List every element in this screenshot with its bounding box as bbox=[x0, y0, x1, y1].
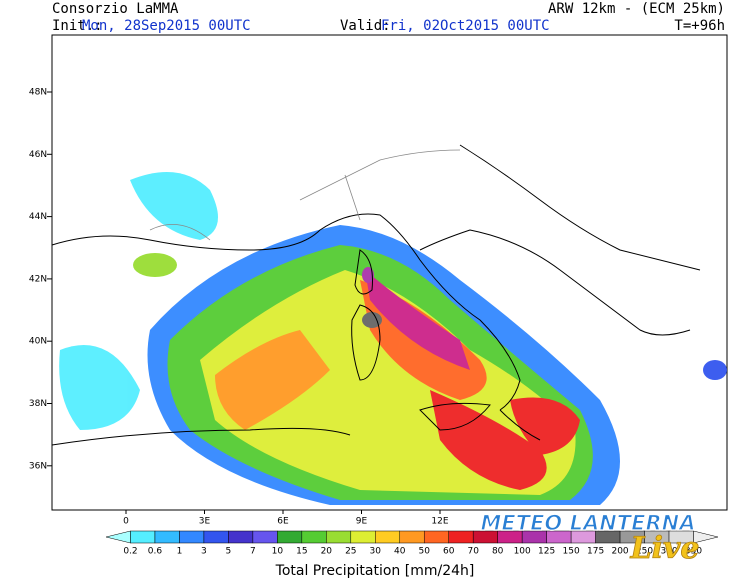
colorbar-swatch bbox=[228, 530, 254, 544]
colorbar-swatch bbox=[399, 530, 425, 544]
valid-value: Fri, 02Oct2015 00UTC bbox=[381, 18, 550, 34]
precipitation-field bbox=[59, 172, 727, 505]
lat-label: 38N bbox=[29, 399, 47, 409]
colorbar-swatch bbox=[203, 530, 229, 544]
colorbar-label: 0.2 bbox=[123, 547, 137, 557]
longitude-labels: 0 3E 6E 9E 12E bbox=[123, 510, 449, 527]
coastlines bbox=[51, 35, 701, 510]
map bbox=[51, 34, 728, 511]
colorbar: 0.2 0.6 1 3 5 7 10 15 20 25 30 40 50 60 70 80 100 125 150 1… bbox=[105, 530, 719, 557]
colorbar-swatch bbox=[105, 530, 131, 544]
colorbar-swatch bbox=[375, 530, 401, 544]
colorbar-label: 125 bbox=[538, 547, 555, 557]
colorbar-label: 10 bbox=[272, 547, 284, 557]
colorbar-label: 70 bbox=[467, 547, 479, 557]
lon-label: 3E bbox=[199, 517, 211, 527]
source: Consorzio LaMMA bbox=[52, 1, 179, 17]
borders bbox=[149, 149, 461, 241]
colorbar-label: 5 bbox=[226, 547, 232, 557]
lat-label: 48N bbox=[29, 88, 47, 98]
lat-label: 44N bbox=[29, 212, 47, 222]
watermark-script: Live bbox=[629, 531, 699, 566]
colorbar-label: 30 bbox=[370, 547, 382, 557]
colorbar-swatch bbox=[448, 530, 474, 544]
colorbar-label: 60 bbox=[443, 547, 455, 557]
colorbar-label: 300 bbox=[660, 547, 677, 557]
colorbar-swatch bbox=[693, 530, 719, 544]
valid-prefix: Valid: bbox=[340, 18, 391, 34]
lat-label: 42N bbox=[29, 274, 47, 284]
watermark-brand: METEO LANTERNA bbox=[481, 511, 696, 535]
latitude-labels: 48N 46N 44N 42N 40N 38N 36N bbox=[29, 88, 52, 471]
colorbar-label: 250 bbox=[636, 547, 653, 557]
init-value: Mon, 28Sep2015 00UTC bbox=[82, 18, 251, 34]
lat-label: 46N bbox=[29, 150, 47, 160]
colorbar-label: 350 bbox=[685, 547, 702, 557]
colorbar-label: 40 bbox=[394, 547, 406, 557]
colorbar-label: 7 bbox=[250, 547, 256, 557]
colorbar-label: 20 bbox=[321, 547, 333, 557]
colorbar-label: 1 bbox=[177, 547, 183, 557]
colorbar-label: 0.6 bbox=[148, 547, 163, 557]
lat-label: 40N bbox=[29, 337, 47, 347]
colorbar-swatch bbox=[130, 530, 156, 544]
colorbar-label: 25 bbox=[345, 547, 356, 557]
lon-label: 0 bbox=[123, 517, 129, 527]
lon-label: 12E bbox=[431, 517, 448, 527]
colorbar-label: 15 bbox=[296, 547, 307, 557]
lon-label: 6E bbox=[277, 517, 289, 527]
init-prefix: Init.: bbox=[52, 18, 103, 34]
colorbar-label: 100 bbox=[514, 547, 531, 557]
model: ARW 12km - (ECM 25km) bbox=[548, 1, 725, 17]
colorbar-title: Total Precipitation [mm/24h] bbox=[275, 563, 475, 579]
lat-label: 36N bbox=[29, 461, 47, 471]
colorbar-label: 175 bbox=[587, 547, 604, 557]
colorbar-swatch bbox=[277, 530, 303, 544]
colorbar-label: 3 bbox=[201, 547, 207, 557]
colorbar-swatch bbox=[350, 530, 376, 544]
colorbar-swatch bbox=[326, 530, 352, 544]
colorbar-label: 200 bbox=[611, 547, 628, 557]
colorbar-swatch bbox=[179, 530, 205, 544]
colorbar-swatch bbox=[252, 530, 278, 544]
colorbar-swatch bbox=[423, 530, 449, 544]
lead-time: T=+96h bbox=[674, 18, 725, 34]
colorbar-label: 80 bbox=[492, 547, 504, 557]
colorbar-label: 150 bbox=[563, 547, 580, 557]
colorbar-label: 50 bbox=[419, 547, 431, 557]
lon-label: 9E bbox=[356, 517, 368, 527]
colorbar-swatch bbox=[301, 530, 327, 544]
colorbar-swatch bbox=[154, 530, 180, 544]
